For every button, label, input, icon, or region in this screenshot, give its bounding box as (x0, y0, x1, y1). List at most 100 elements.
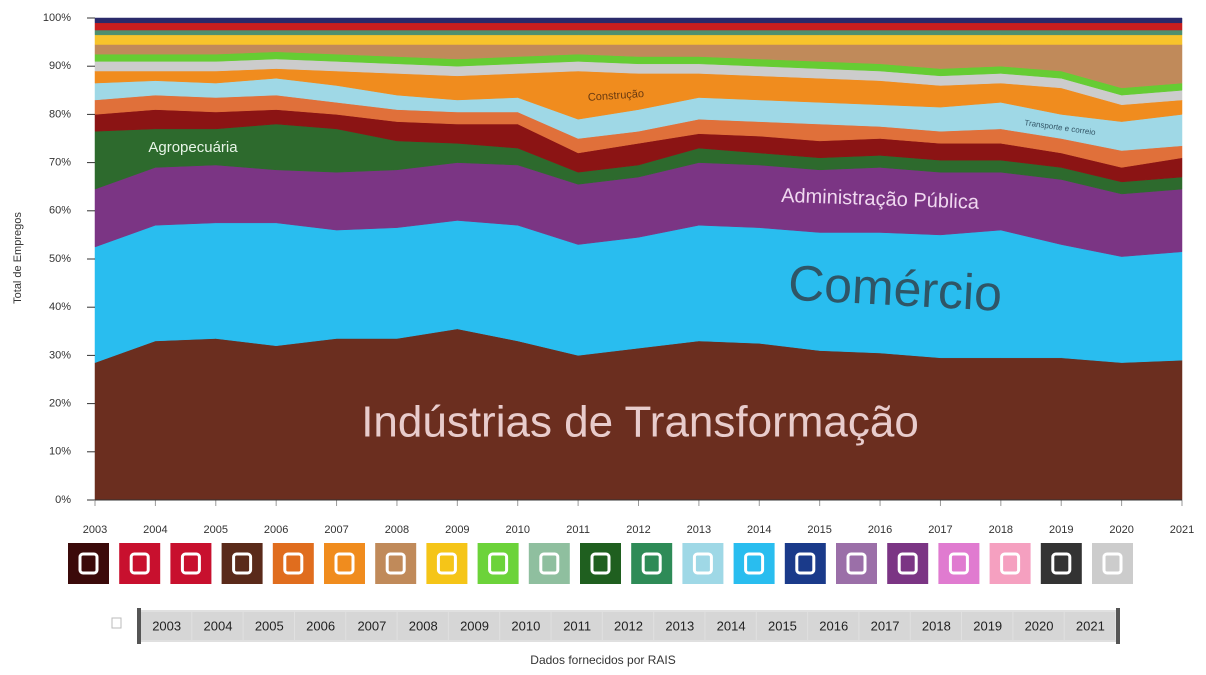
y-tick-label: 90% (49, 60, 71, 72)
x-tick-label: 2012 (626, 524, 650, 536)
sector-icon[interactable] (1092, 543, 1133, 584)
timeline-cell[interactable] (808, 612, 859, 640)
timeline-cell[interactable] (705, 612, 756, 640)
timeline-cell[interactable] (654, 612, 705, 640)
timeline-year: 2015 (768, 618, 797, 633)
timeline-cell[interactable] (346, 612, 397, 640)
timeline-cell[interactable] (500, 612, 551, 640)
area (94, 17, 1183, 24)
sector-icon[interactable] (426, 543, 468, 584)
x-tick-label: 2008 (385, 524, 409, 536)
timeline-cell[interactable] (551, 612, 602, 640)
timeline-cell[interactable] (1013, 612, 1064, 640)
timeline-year: 2020 (1025, 618, 1054, 633)
y-tick-label: 20% (49, 398, 71, 410)
x-tick-label: 2003 (83, 524, 107, 536)
sector-icon[interactable] (221, 543, 263, 584)
area (94, 22, 1183, 31)
timeline-year: 2014 (717, 618, 746, 633)
timeline-cell[interactable] (397, 612, 448, 640)
checkbox[interactable] (111, 617, 122, 629)
sector-icon[interactable] (1040, 543, 1082, 584)
sector-icon[interactable] (477, 543, 519, 584)
x-tick-label: 2005 (204, 524, 228, 536)
timeline-cell[interactable] (756, 612, 808, 640)
icon-glyph (1051, 552, 1072, 575)
sector-icon[interactable] (375, 543, 417, 584)
icon-glyph (641, 552, 662, 575)
timeline-year: 2003 (152, 618, 181, 633)
timeline-year: 2009 (460, 618, 489, 633)
sector-icon[interactable] (887, 543, 929, 584)
x-tick-label: 2015 (807, 524, 831, 536)
timeline-year: 2010 (511, 618, 540, 633)
timeline-cell[interactable] (192, 612, 243, 640)
sector-icon[interactable] (836, 543, 877, 584)
timeline-cell[interactable] (141, 612, 192, 640)
x-tick-label: 2004 (143, 524, 167, 536)
icon-glyph (385, 552, 406, 575)
timeline-handle (1116, 608, 1120, 644)
sector-icon[interactable] (938, 543, 980, 584)
sector-icons (68, 543, 1133, 584)
timeline-cell[interactable] (448, 612, 500, 640)
icon-glyph (795, 552, 816, 575)
area-label: Indústrias de Transformação (361, 398, 919, 447)
sector-icon[interactable] (682, 543, 724, 584)
timeline-year: 2017 (871, 618, 900, 633)
x-tick-label: 2009 (445, 524, 469, 536)
timeline-year: 2007 (357, 618, 386, 633)
icon-glyph (180, 552, 201, 575)
timeline-year: 2021 (1076, 618, 1105, 633)
x-tick-label: 2006 (264, 524, 288, 536)
timeline-cell[interactable] (602, 612, 654, 640)
timeline-cell[interactable] (1064, 612, 1115, 640)
sector-icon[interactable] (170, 543, 212, 584)
timeline-cell[interactable] (294, 612, 346, 640)
x-tick-label: 2019 (1049, 524, 1073, 536)
sector-icon[interactable] (784, 543, 826, 584)
icon-glyph (129, 552, 150, 575)
y-tick-label: 50% (49, 253, 71, 265)
x-tick-label: 2018 (989, 524, 1013, 536)
timeline-year: 2019 (973, 618, 1002, 633)
y-tick-label: 100% (43, 12, 71, 24)
icon-glyph (334, 552, 355, 575)
timeline-handle (137, 608, 141, 644)
timeline-year: 2005 (255, 618, 284, 633)
sector-icon[interactable] (119, 543, 161, 584)
timeline-cell[interactable] (910, 612, 962, 640)
x-tick-label: 2020 (1109, 524, 1133, 536)
timeline-year: 2008 (409, 618, 438, 633)
icon-glyph (897, 552, 918, 575)
y-tick-label: 60% (49, 205, 71, 217)
timeline-year: 2004 (204, 618, 233, 633)
icon-glyph (78, 552, 99, 575)
area (94, 29, 1183, 36)
icon-glyph (590, 552, 611, 575)
sector-icon[interactable] (733, 543, 775, 584)
area-label: Construção (588, 88, 645, 104)
area-label: Agropecuária (148, 139, 238, 156)
x-tick-label: 2010 (505, 524, 529, 536)
icon-glyph (232, 552, 253, 575)
area-label: Comércio (787, 255, 1004, 322)
areas (94, 17, 1183, 501)
timeline-year: 2011 (563, 618, 591, 633)
y-tick-label: 40% (49, 301, 71, 313)
sector-icon[interactable] (528, 543, 570, 584)
sector-icon[interactable] (631, 543, 673, 584)
timeline-cell[interactable] (243, 612, 294, 640)
x-tick-label: 2017 (928, 524, 952, 536)
sector-icon[interactable] (68, 543, 109, 584)
x-tick-label: 2011 (566, 524, 590, 536)
y-axis-label: Total de Empregos (12, 212, 24, 304)
icon-glyph (1000, 552, 1021, 575)
sector-icon[interactable] (324, 543, 365, 584)
sector-icon[interactable] (989, 543, 1031, 584)
sector-icon[interactable] (272, 543, 314, 584)
timeline-cell[interactable] (859, 612, 910, 640)
timeline-cell[interactable] (962, 612, 1013, 640)
sector-icon[interactable] (580, 543, 621, 584)
